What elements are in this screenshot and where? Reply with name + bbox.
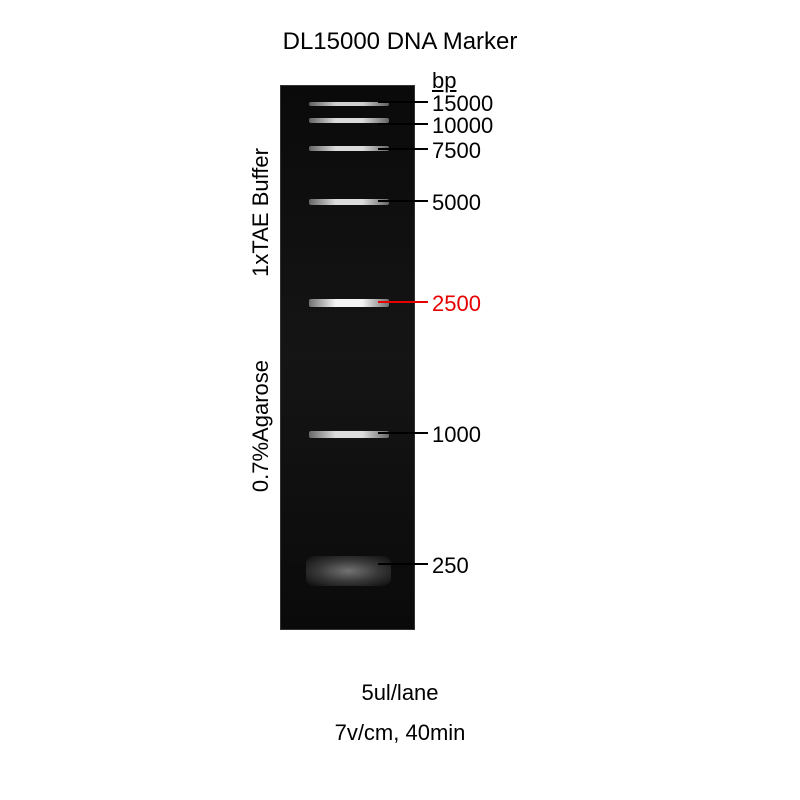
agarose-label: 0.7%Agarose (248, 360, 274, 492)
tick-15000 (378, 101, 428, 103)
tick-2500 (378, 301, 428, 303)
conditions-label: 7v/cm, 40min (335, 720, 466, 746)
tick-250 (378, 563, 428, 565)
band-label-1000: 1000 (432, 422, 481, 448)
gel-band-1000 (309, 431, 389, 438)
tick-7500 (378, 148, 428, 150)
gel-band-15000 (309, 102, 389, 106)
gel-lane (280, 85, 415, 630)
tick-10000 (378, 123, 428, 125)
volume-label: 5ul/lane (361, 680, 438, 706)
band-label-7500: 7500 (432, 138, 481, 164)
gel-band-7500 (309, 146, 389, 151)
gel-band-10000 (309, 118, 389, 123)
tick-1000 (378, 432, 428, 434)
band-label-10000: 10000 (432, 113, 493, 139)
band-label-5000: 5000 (432, 190, 481, 216)
tick-5000 (378, 200, 428, 202)
gel-band-250 (306, 556, 391, 586)
gel-band-2500 (309, 299, 389, 307)
band-label-250: 250 (432, 553, 469, 579)
band-label-2500: 2500 (432, 291, 481, 317)
gel-band-5000 (309, 199, 389, 205)
buffer-label: 1xTAE Buffer (248, 148, 274, 277)
page-title: DL15000 DNA Marker (283, 28, 518, 56)
